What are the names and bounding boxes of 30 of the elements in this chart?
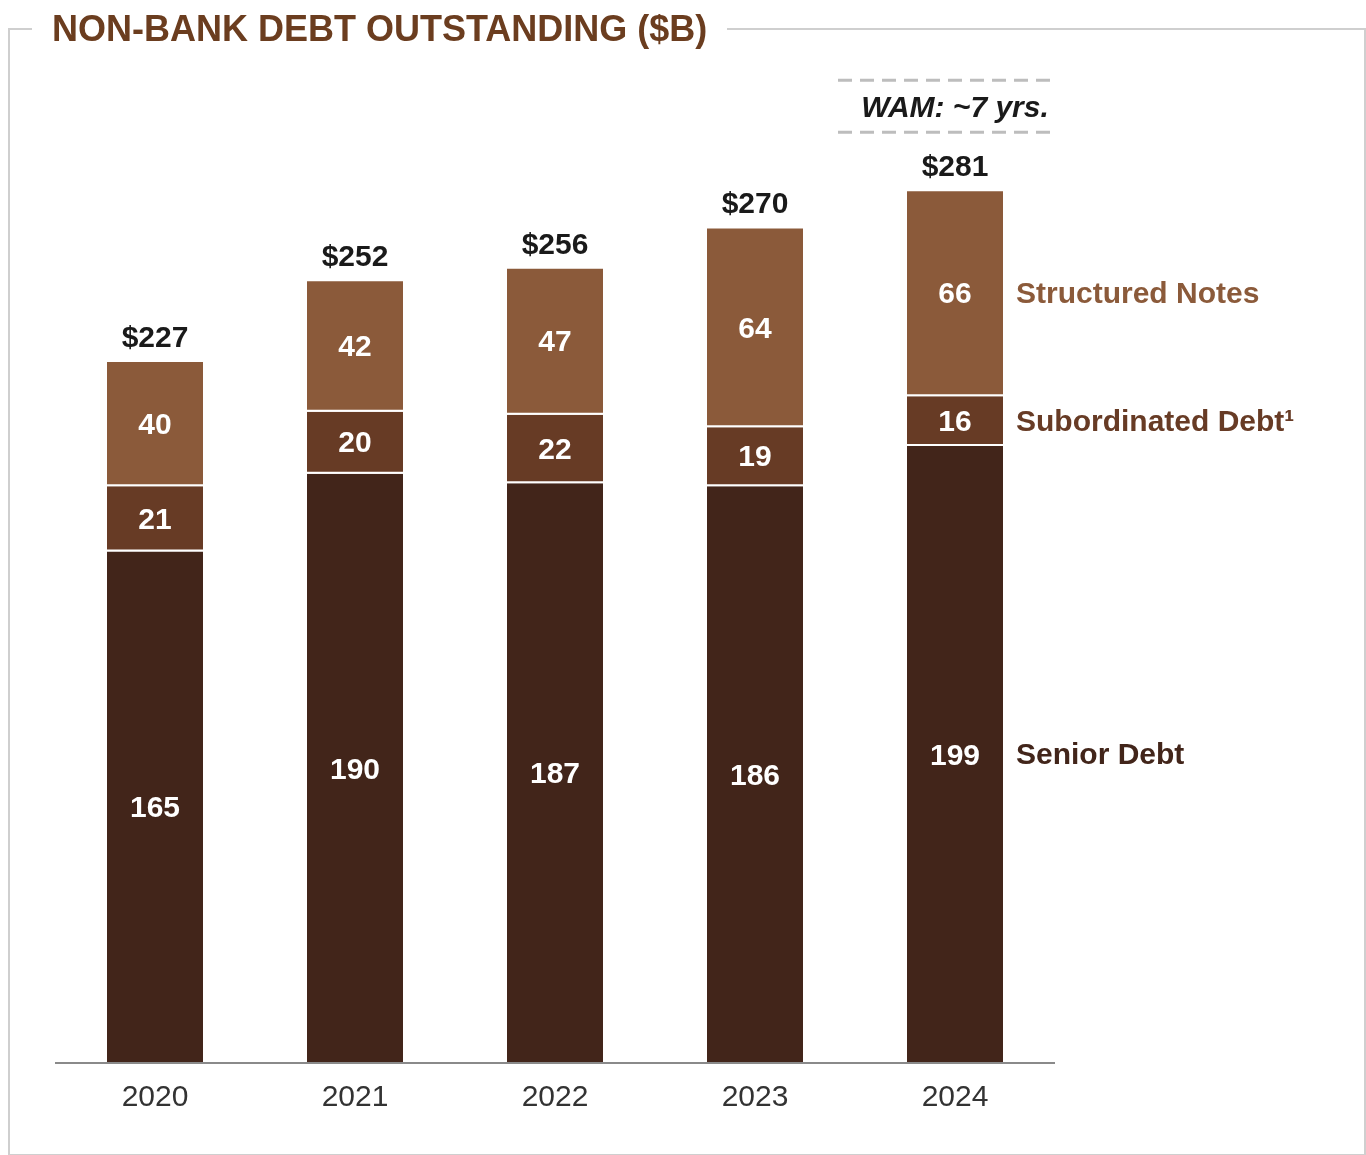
data-label: 40 <box>138 406 172 440</box>
data-label: 186 <box>729 757 781 791</box>
series-label: Senior Debt <box>1016 737 1185 771</box>
text: WAM: ~7 yrs. <box>861 89 1049 123</box>
data-label: 187 <box>529 756 581 790</box>
data-label: 165 <box>129 790 181 824</box>
chart-title: NON-BANK DEBT OUTSTANDING ($B) <box>32 8 728 50</box>
x-tick-label: 2024 <box>921 1079 989 1113</box>
x-tick-label: 2022 <box>521 1079 589 1113</box>
data-label: 22 <box>538 431 572 465</box>
series-label: Subordinated Debt¹ <box>1016 403 1295 437</box>
data-label: 199 <box>929 737 981 771</box>
data-label: 64 <box>738 310 772 344</box>
total-label: $256 <box>521 226 589 260</box>
data-label: 16 <box>938 403 972 437</box>
total-label: $252 <box>321 239 389 273</box>
x-tick-label: 2023 <box>721 1079 789 1113</box>
data-label: 42 <box>338 329 372 363</box>
total-label: $270 <box>721 186 789 220</box>
total-label: $281 <box>921 149 989 183</box>
data-label: 20 <box>338 425 372 459</box>
data-label: 190 <box>329 751 381 785</box>
data-label: 21 <box>138 501 172 535</box>
data-label: 66 <box>938 276 972 310</box>
x-tick-label: 2020 <box>121 1079 189 1113</box>
data-label: 19 <box>738 439 772 473</box>
series-label: Structured Notes <box>1016 276 1260 310</box>
data-label: 47 <box>538 324 572 358</box>
x-tick-label: 2021 <box>321 1079 389 1113</box>
total-label: $227 <box>121 320 189 354</box>
